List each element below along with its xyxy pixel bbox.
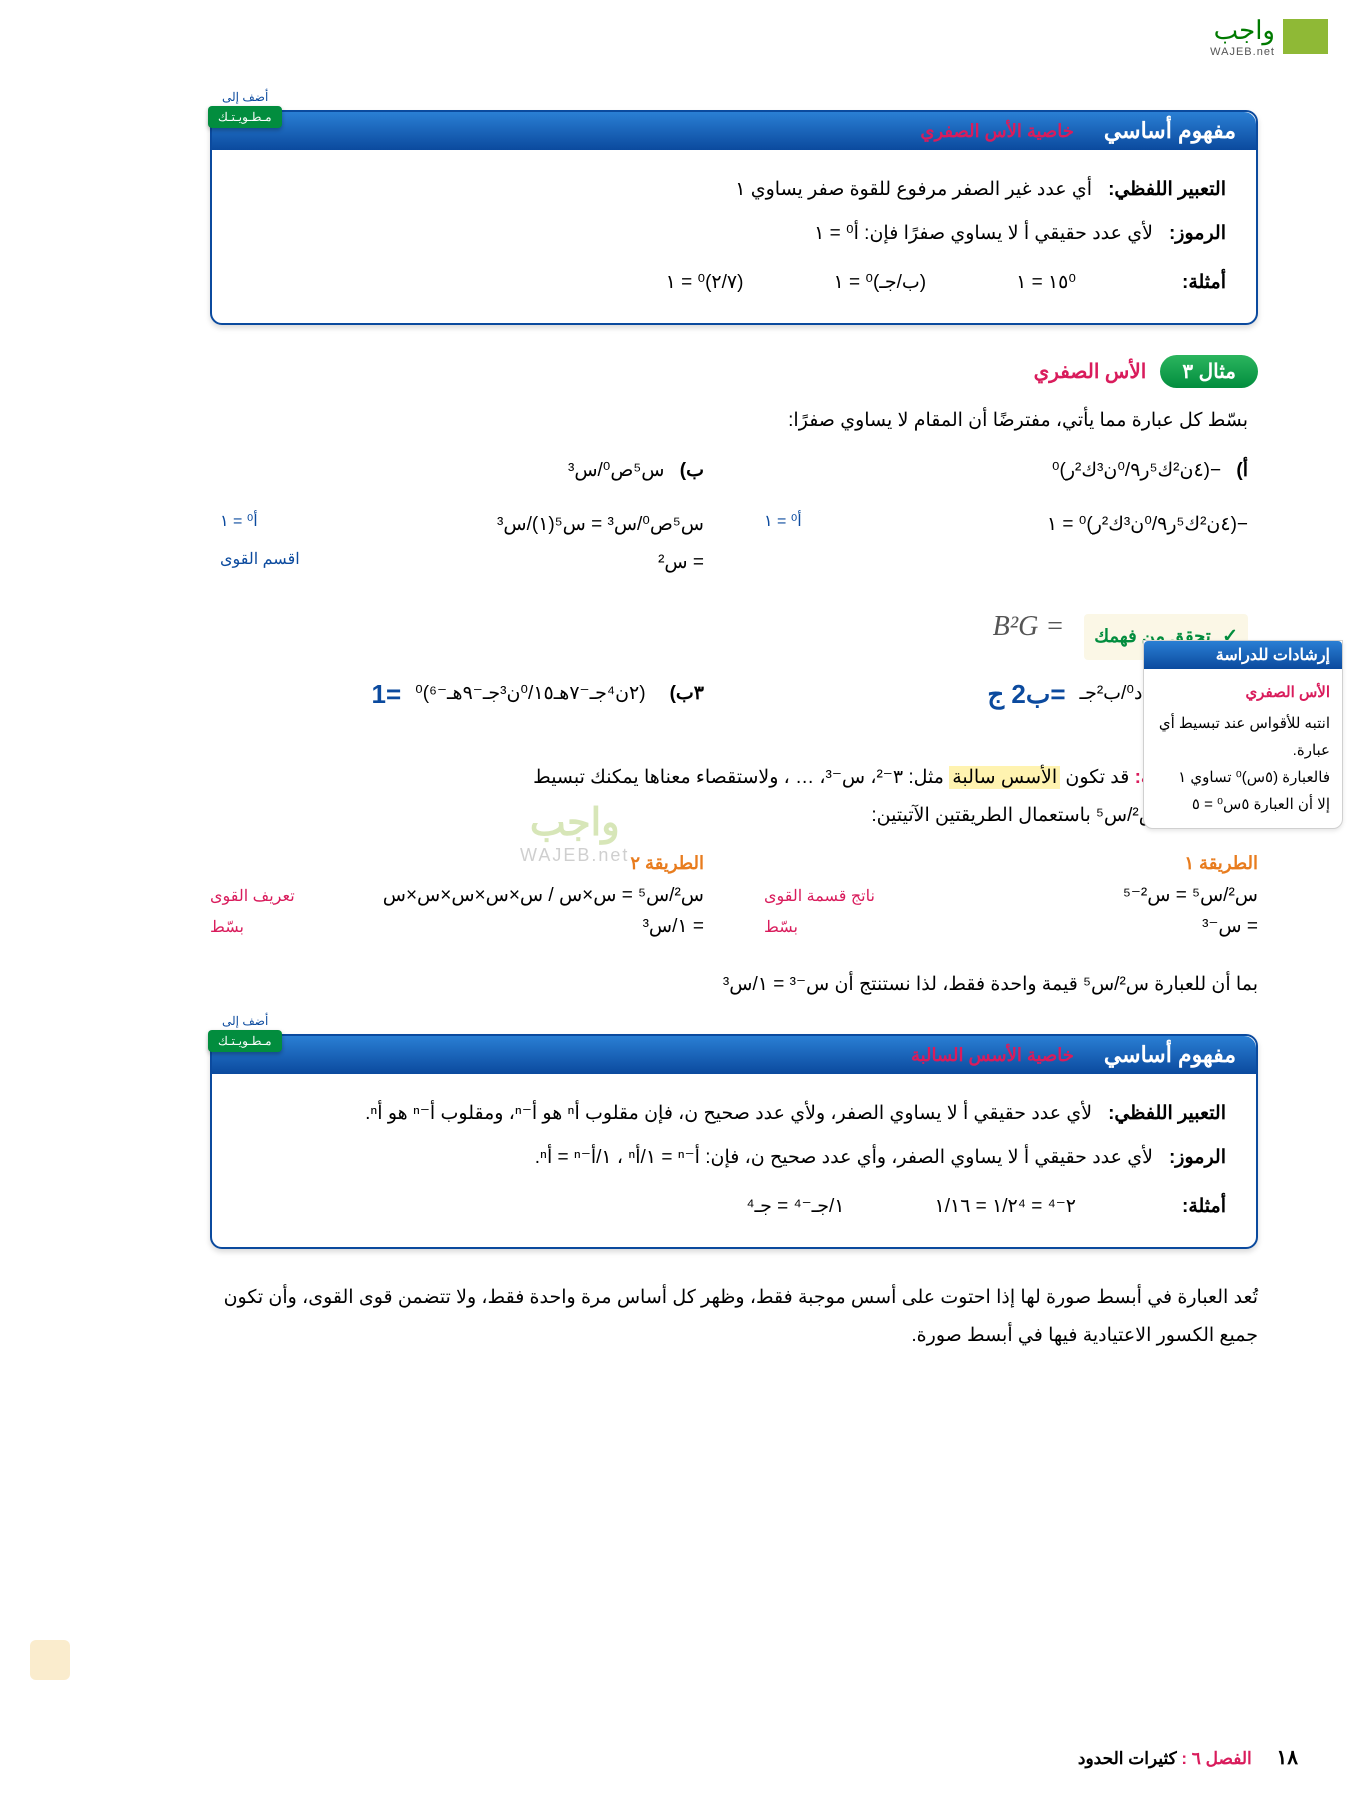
part-b-sol2: = س² [658,544,704,582]
example-pill: مثال ٣ [1160,355,1258,388]
part-a-label: أ) [1236,460,1248,481]
fold-tab: مـطـويـتـك [208,106,282,128]
method-1-title: الطريقة ١ [764,853,1258,874]
concept2-subtitle: خاصية الأسس السالبة [911,1045,1074,1066]
a3-answer: =ب2 ج [987,668,1065,720]
final-paragraph: تُعد العبارة في أبسط صورة لها إذا احتوت … [210,1279,1258,1355]
part-b-expr: س⁵ص⁰/س³ [568,460,665,481]
study-tip-box: إرشادات للدراسة الأس الصفري انتبه للأقوا… [1143,640,1343,829]
c2-examples-label: أمثلة: [1182,1185,1226,1229]
m2-line2: = ١/س³ [643,915,704,938]
watermark-en: WAJEB.net [520,845,629,866]
verbal-label: التعبير اللفظي: [1108,179,1226,200]
part-b-note1: أ⁰ = ١ [220,506,258,544]
chapter-label: الفصل ٦ : [1181,1749,1251,1768]
concept-zero-exponent: أضف إلى مـطـويـتـك مفهوم أساسي خاصية الأ… [210,110,1258,325]
concept-body: التعبير اللفظي: أي عدد غير الصفر مرفوع لل… [212,150,1256,323]
method-1: الطريقة ١ س²/س⁵ = س²⁻⁵ ناتج قسمة القوى =… [764,853,1258,946]
c2-symbol-label: الرموز: [1169,1147,1226,1168]
m2-note2: بسّط [210,917,244,937]
concept-header: مفهوم أساسي خاصية الأس الصفري [212,112,1256,150]
concept-negative-exponent: أضف إلى مـطـويـتـك مفهوم أساسي خاصية الأ… [210,1034,1258,1249]
fold-top-text: أضف إلى [222,90,268,104]
conclusion-text: بما أن للعبارة س²/س⁵ قيمة واحدة فقط، لذا… [210,966,1258,1004]
highlight-neg: الأسس سالبة [949,766,1060,789]
example-2: (ب/جـ)⁰ = ١ [833,261,926,305]
study-tip-line3: إلا أن العبارة ٥س⁰ = ٥ [1156,791,1330,818]
big-formula: = B²G [993,599,1065,655]
fold-top-text-2: أضف إلى [222,1014,268,1028]
examples-label: أمثلة: [1182,261,1226,305]
neg-text3: عبارات مثل س²/س⁵ باستعمال الطريقتين الآت… [210,797,1258,835]
m1-note1: ناتج قسمة القوى [764,886,875,906]
decorative-badge [30,1640,70,1680]
part-a-solution: −(٤ن²ك⁵ر⁰/٩ن³ك²ر)⁰ = ١ [1047,506,1248,544]
example-title: الأس الصفري [1034,359,1147,384]
concept-main-title: مفهوم أساسي [1104,118,1236,144]
c2-example-2: ١/جـ⁻⁴ = جـ⁴ [746,1185,844,1229]
m1-note2: بسّط [764,917,798,937]
example-3: (٢/٧)⁰ = ١ [666,261,744,305]
b3-expr: (٢ن⁴جـ⁻٧هـ⁰/١٥ن³جـ⁻٩هـ⁻⁶)⁰ [415,675,645,713]
page-footer: ١٨ الفصل ٦ : كثيرات الحدود [1078,1745,1298,1770]
page-number: ١٨ [1277,1747,1298,1769]
negative-exponents-intro: الأسس السالبة: قد تكون الأسس سالبة مثل: … [210,759,1258,835]
method-2: الطريقة ٢ س²/س⁵ = س×س / س×س×س×س×س تعريف … [210,853,704,946]
b3-label: ٣ب) [670,675,704,713]
part-b-sol1: س⁵ص⁰/س³ = س⁵(١)/س³ [497,506,704,544]
m1-line1: س²/س⁵ = س²⁻⁵ [1123,884,1258,907]
example-3: مثال ٣ الأس الصفري بسّط كل عبارة مما يأت… [210,355,1258,734]
fold-tab-2: مـطـويـتـك [208,1030,282,1052]
site-logo: واجب WAJEB.net [1210,15,1328,58]
c2-verbal-label: التعبير اللفظي: [1108,1103,1226,1124]
book-icon [1283,19,1328,54]
methods-row: الطريقة ١ س²/س⁵ = س²⁻⁵ ناتج قسمة القوى =… [210,853,1258,946]
concept-subtitle: خاصية الأس الصفري [920,121,1073,142]
c2-verbal-text: لأي عدد حقيقي أ لا يساوي الصفر، ولأي عدد… [365,1103,1092,1124]
symbol-label: الرموز: [1169,223,1226,244]
c2-example-1: ٢⁻⁴ = ١/٢⁴ = ١/١٦ [935,1185,1077,1229]
verbal-text: أي عدد غير الصفر مرفوع للقوة صفر يساوي ١ [735,179,1092,200]
part-a-expr: −(٤ن²ك⁵ر⁰/٩ن³ك²ر)⁰ [1052,460,1221,481]
study-tip-line1: انتبه للأقواس عند تبسيط أي عبارة. [1156,710,1330,764]
logo-english: WAJEB.net [1210,46,1275,58]
logo-arabic: واجب [1210,15,1275,46]
part-b-label: ب) [680,460,704,481]
neg-text1: قد تكون [1060,767,1129,788]
m1-line2: = س⁻³ [1202,915,1258,938]
example-1: ١٥⁰ = ١ [1016,261,1076,305]
study-tip-header: إرشادات للدراسة [1144,641,1342,669]
example-prompt: بسّط كل عبارة مما يأتي، مفترضًا أن المقا… [220,402,1248,440]
study-tip-line2: فالعبارة (٥س)⁰ تساوي ١ [1156,764,1330,791]
m2-line1: س²/س⁵ = س×س / س×س×س×س×س [383,884,704,907]
c2-symbol-text: لأي عدد حقيقي أ لا يساوي الصفر، وأي عدد … [535,1147,1153,1168]
watermark: واجب WAJEB.net [520,800,629,866]
watermark-ar: واجب [520,800,629,845]
symbol-text: لأي عدد حقيقي أ لا يساوي صفرًا فإن: أ⁰ =… [814,223,1153,244]
part-a-note: أ⁰ = ١ [764,506,802,544]
chapter-title: كثيرات الحدود [1078,1749,1177,1768]
m2-note1: تعريف القوى [210,886,295,906]
neg-text2: مثل: ٣⁻²، س⁻³، … ، ولاستقصاء معناها يمكن… [533,767,949,788]
method-2-title: الطريقة ٢ [210,853,704,874]
b3-answer: =1 [372,668,402,720]
concept2-main-title: مفهوم أساسي [1104,1042,1236,1068]
part-b-note2: اقسم القوى [220,544,300,582]
study-tip-sub: الأس الصفري [1156,679,1330,706]
